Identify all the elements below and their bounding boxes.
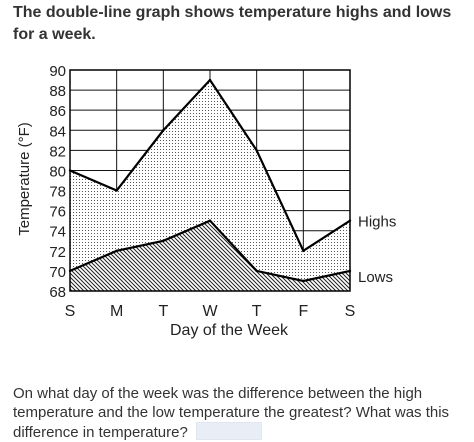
y-tick-label-1: 70	[49, 264, 66, 281]
lows-point-3	[208, 219, 212, 222]
y-tick-label-5: 78	[49, 184, 66, 201]
x-tick-label-0: S	[65, 303, 76, 320]
x-tick-label-1: M	[110, 303, 123, 320]
question-label: On what day of the week was the differen…	[13, 385, 450, 441]
x-tick-label-3: W	[202, 303, 218, 320]
y-tick-label-2: 72	[49, 244, 66, 261]
y-tick-label-8: 84	[49, 123, 66, 140]
y-tick-label-7: 82	[49, 143, 66, 160]
lows-point-1	[115, 249, 118, 253]
y-tick-label-10: 88	[49, 83, 66, 100]
lows-point-4	[255, 269, 258, 273]
x-tick-label-5: F	[298, 303, 308, 320]
y-tick-label-9: 86	[49, 103, 66, 120]
lows-area	[70, 220, 350, 291]
intro-text: The double-line graph shows temperature …	[13, 4, 452, 43]
highs-point-1	[115, 189, 118, 192]
x-axis-label: Day of the Week	[170, 322, 289, 339]
lows-point-5	[302, 279, 305, 283]
y-axis-label: Temperature (°F)	[16, 122, 33, 236]
double-line-graph: 68 70 72 74 76 78 80 82 84 86 88 90 S M T W T F S Highs Lo…	[16, 63, 396, 339]
y-tick-label-0: 68	[49, 284, 66, 301]
y-tick-label-3: 74	[49, 224, 66, 241]
x-tick-label-4: T	[252, 303, 262, 320]
highs-series-label: Highs	[358, 214, 396, 231]
answer-input[interactable]	[196, 422, 263, 440]
highs-point-4	[255, 149, 258, 152]
highs-area	[70, 80, 350, 281]
highs-point-2	[162, 129, 165, 132]
highs-point-3	[208, 78, 212, 82]
highs-point-5	[302, 249, 305, 253]
series-labels: Highs Lows	[358, 214, 396, 286]
y-tick-label-6: 80	[49, 163, 66, 180]
y-tick-label-11: 90	[49, 63, 66, 80]
lows-point-2	[162, 239, 165, 242]
question-text: On what day of the week was the differen…	[13, 384, 471, 442]
y-tick-labels: 68 70 72 74 76 78 80 82 84 86 88 90	[49, 63, 66, 301]
chart-areas	[70, 80, 350, 291]
y-tick-label-4: 76	[49, 204, 66, 221]
x-tick-label-6: S	[345, 303, 356, 320]
lows-series-label: Lows	[358, 269, 393, 286]
plot-frame	[69, 69, 351, 292]
chart-lines	[68, 69, 352, 292]
x-tick-label-2: T	[158, 303, 168, 320]
